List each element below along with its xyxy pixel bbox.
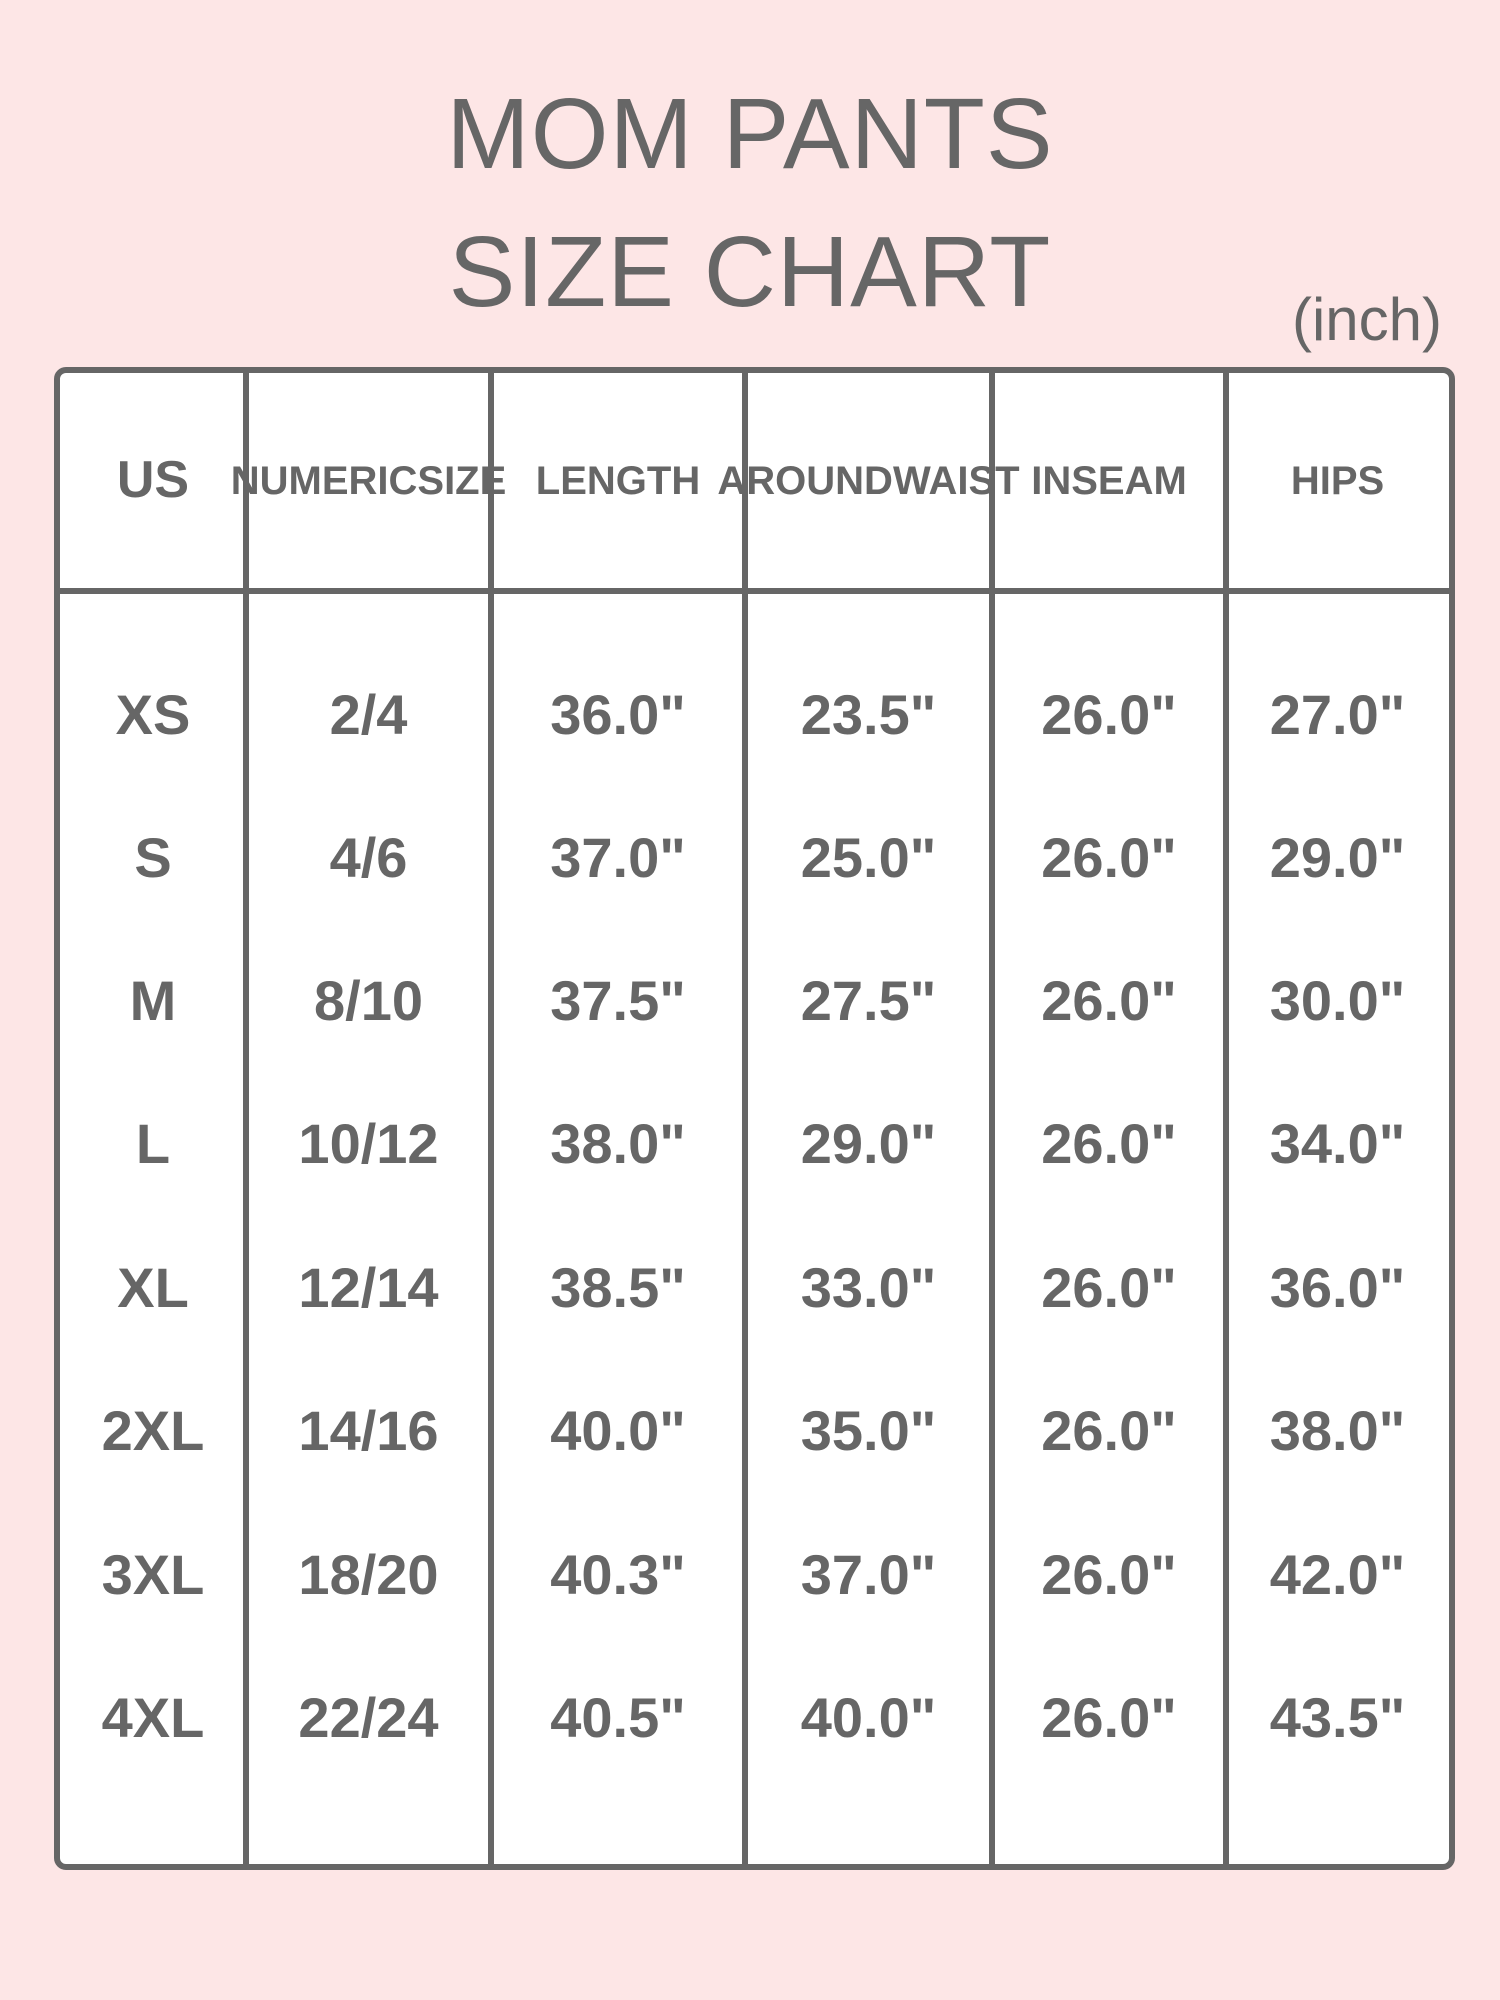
header-text: SIZE <box>417 458 507 503</box>
cell-around-waist: 27.5" <box>800 968 937 1032</box>
cell-hips: 27.0" <box>1269 682 1406 746</box>
column-divider <box>488 367 494 1870</box>
cell-around-waist: 35.0" <box>800 1398 937 1462</box>
cell-hips: 43.5" <box>1269 1685 1406 1749</box>
cell-around-waist: 23.5" <box>800 682 937 746</box>
cell-hips: 38.0" <box>1269 1398 1406 1462</box>
cell-length: 38.0" <box>550 1111 686 1175</box>
cell-inseam: 26.0" <box>1041 1685 1177 1749</box>
cell-us: 4XL <box>101 1685 205 1749</box>
header-inseam: INSEAM <box>992 373 1226 588</box>
cell-numeric-size: 14/16 <box>298 1398 439 1462</box>
cell-around-waist: 29.0" <box>800 1111 937 1175</box>
cell-numeric-size: 4/6 <box>329 825 408 889</box>
cell-inseam: 26.0" <box>1041 1111 1177 1175</box>
cell-us: 3XL <box>101 1542 205 1606</box>
cell-hips: 30.0" <box>1269 968 1406 1032</box>
header-text: NUMERIC <box>230 458 418 503</box>
unit-label: (inch) <box>1291 286 1442 353</box>
cell-us: XL <box>117 1255 189 1319</box>
header-text: AROUND <box>717 458 893 503</box>
cell-numeric-size: 12/14 <box>298 1255 439 1319</box>
cell-length: 40.3" <box>550 1542 686 1606</box>
cell-numeric-size: 8/10 <box>314 968 423 1032</box>
cell-numeric-size: 10/12 <box>298 1111 439 1175</box>
header-us: US <box>60 373 246 588</box>
cell-length: 40.0" <box>550 1398 686 1462</box>
cell-us: L <box>135 1111 171 1175</box>
cell-hips: 42.0" <box>1269 1542 1406 1606</box>
cell-hips: 29.0" <box>1269 825 1406 889</box>
header-text: US <box>116 451 190 510</box>
cell-us: M <box>129 968 177 1032</box>
cell-around-waist: 40.0" <box>800 1685 937 1749</box>
cell-inseam: 26.0" <box>1041 968 1177 1032</box>
cell-length: 38.5" <box>550 1255 686 1319</box>
cell-inseam: 26.0" <box>1041 1398 1177 1462</box>
header-length: LENGTH <box>491 373 745 588</box>
cell-inseam: 26.0" <box>1041 682 1177 746</box>
header-around-waist: AROUND WAIST <box>717 373 1019 588</box>
header-text: INSEAM <box>1031 458 1187 503</box>
cell-length: 40.5" <box>550 1685 686 1749</box>
cell-us: S <box>134 825 172 889</box>
column-divider <box>1223 367 1229 1870</box>
header-text: HIPS <box>1290 458 1385 503</box>
header-hips: HIPS <box>1226 373 1449 588</box>
column-divider <box>243 367 249 1870</box>
title-line-2: SIZE CHART <box>448 216 1052 328</box>
cell-length: 37.0" <box>550 825 686 889</box>
header-text: WAIST <box>892 458 1020 503</box>
cell-around-waist: 25.0" <box>800 825 937 889</box>
cell-length: 37.5" <box>550 968 686 1032</box>
title-line-1: MOM PANTS <box>446 78 1054 190</box>
cell-us: XS <box>115 682 191 746</box>
cell-around-waist: 37.0" <box>800 1542 937 1606</box>
cell-numeric-size: 2/4 <box>329 682 408 746</box>
header-divider <box>60 588 1449 594</box>
column-divider <box>742 367 748 1870</box>
cell-hips: 34.0" <box>1269 1111 1406 1175</box>
cell-around-waist: 33.0" <box>800 1255 937 1319</box>
cell-numeric-size: 18/20 <box>298 1542 439 1606</box>
column-divider <box>989 367 995 1870</box>
cell-numeric-size: 22/24 <box>298 1685 439 1749</box>
size-chart-table: US NUMERIC SIZE LENGTH AROUND WAIST INSEAM HIPS… <box>54 367 1455 1870</box>
header-text: LENGTH <box>535 458 701 503</box>
cell-inseam: 26.0" <box>1041 1255 1177 1319</box>
cell-inseam: 26.0" <box>1041 825 1177 889</box>
cell-length: 36.0" <box>550 682 686 746</box>
header-numeric-size: NUMERIC SIZE <box>231 373 507 588</box>
cell-us: 2XL <box>101 1398 205 1462</box>
cell-inseam: 26.0" <box>1041 1542 1177 1606</box>
cell-hips: 36.0" <box>1269 1255 1406 1319</box>
